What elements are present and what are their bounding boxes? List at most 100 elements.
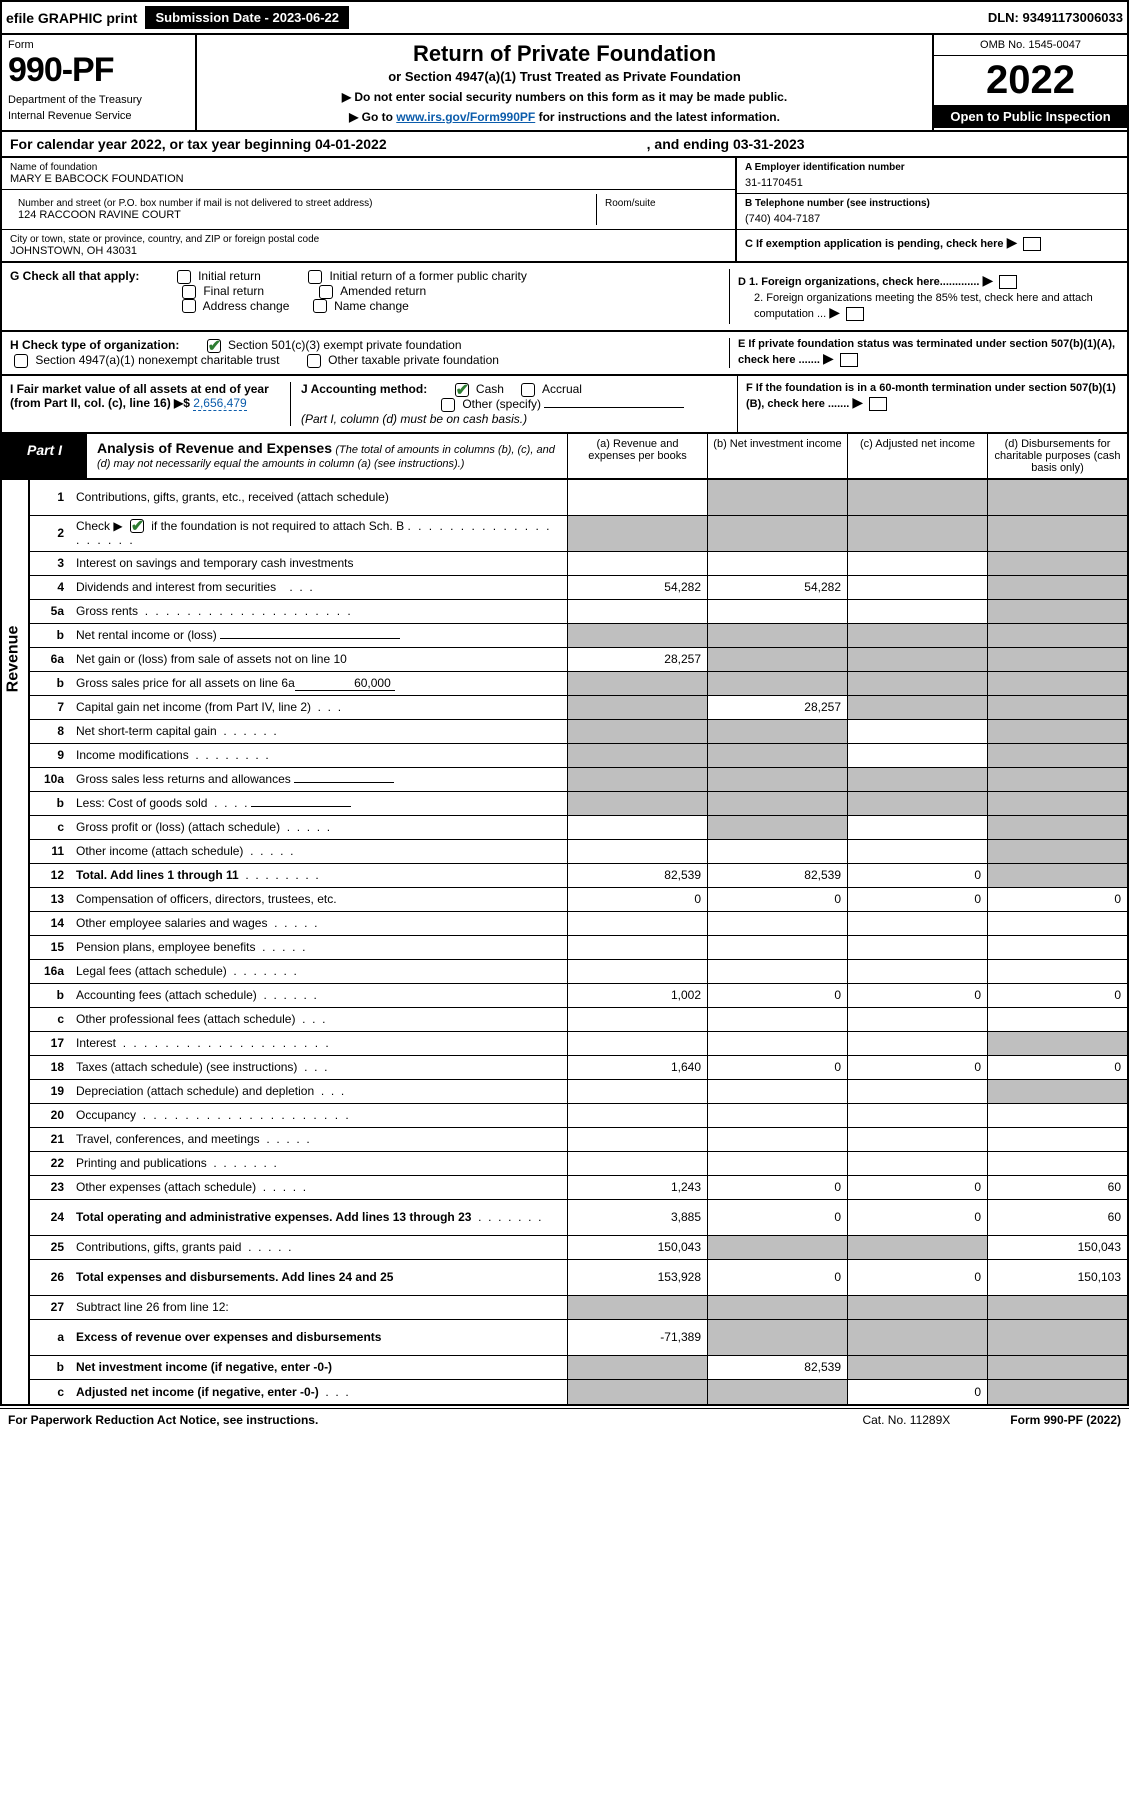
room-label: Room/suite xyxy=(605,198,719,209)
col-a-header: (a) Revenue and expenses per books xyxy=(567,434,707,478)
g-address-change-checkbox[interactable] xyxy=(182,299,196,313)
h-501c3-checkbox[interactable] xyxy=(207,339,221,353)
revenue-side-label: Revenue xyxy=(4,625,22,692)
part1-desc: Analysis of Revenue and Expenses (The to… xyxy=(87,434,567,478)
row-18: 18Taxes (attach schedule) (see instructi… xyxy=(30,1056,1127,1080)
row-6b: bGross sales price for all assets on lin… xyxy=(30,672,1127,696)
ij-left: I Fair market value of all assets at end… xyxy=(2,376,737,432)
row-16b: bAccounting fees (attach schedule) . . .… xyxy=(30,984,1127,1008)
row-9: 9Income modifications . . . . . . . . xyxy=(30,744,1127,768)
name-label: Name of foundation xyxy=(10,162,727,173)
row-16a: 16aLegal fees (attach schedule) . . . . … xyxy=(30,960,1127,984)
instr-2-pre: ▶ Go to xyxy=(349,110,396,124)
j-other-checkbox[interactable] xyxy=(441,398,455,412)
row-23: 23Other expenses (attach schedule) . . .… xyxy=(30,1176,1127,1200)
open-public: Open to Public Inspection xyxy=(934,105,1127,128)
row-27b: bNet investment income (if negative, ent… xyxy=(30,1356,1127,1380)
e-checkbox[interactable] xyxy=(840,353,858,367)
schb-checkbox[interactable] xyxy=(130,519,144,533)
g-initial-return-checkbox[interactable] xyxy=(177,270,191,284)
efile-label[interactable]: efile GRAPHIC print xyxy=(6,10,137,26)
street-address: 124 RACCOON RAVINE COURT xyxy=(18,209,588,221)
header-left: Form 990-PF Department of the Treasury I… xyxy=(2,35,197,130)
addr-label: Number and street (or P.O. box number if… xyxy=(18,198,588,209)
cat-number: Cat. No. 11289X xyxy=(862,1413,950,1427)
j-accrual: Accrual xyxy=(542,382,582,396)
f-checkbox[interactable] xyxy=(869,397,887,411)
irs-link[interactable]: www.irs.gov/Form990PF xyxy=(396,110,535,124)
row-27a: aExcess of revenue over expenses and dis… xyxy=(30,1320,1127,1356)
row-7: 7Capital gain net income (from Part IV, … xyxy=(30,696,1127,720)
calendar-year-row: For calendar year 2022, or tax year begi… xyxy=(0,132,1129,158)
j-cash-checkbox[interactable] xyxy=(455,383,469,397)
h-e-section: H Check type of organization: Section 50… xyxy=(0,332,1129,376)
form-number: 990-PF xyxy=(8,51,189,90)
j-accrual-checkbox[interactable] xyxy=(521,383,535,397)
instr-1: ▶ Do not enter social security numbers o… xyxy=(209,90,920,104)
row-1: 1Contributions, gifts, grants, etc., rec… xyxy=(30,480,1127,516)
ein-cell: A Employer identification number 31-1170… xyxy=(737,158,1127,194)
d-section: D 1. Foreign organizations, check here..… xyxy=(729,269,1119,324)
g-o6: Name change xyxy=(334,299,409,313)
city-value: JOHNSTOWN, OH 43031 xyxy=(10,245,727,257)
ein-value: 31-1170451 xyxy=(745,177,1119,189)
j-note: (Part I, column (d) must be on cash basi… xyxy=(301,412,527,426)
g-final-return-checkbox[interactable] xyxy=(182,285,196,299)
j-label: J Accounting method: xyxy=(301,382,427,396)
g-name-change-checkbox[interactable] xyxy=(313,299,327,313)
d2-checkbox[interactable] xyxy=(846,307,864,321)
ij-f-section: I Fair market value of all assets at end… xyxy=(0,376,1129,434)
form-subtitle: or Section 4947(a)(1) Trust Treated as P… xyxy=(209,69,920,84)
h-label: H Check type of organization: xyxy=(10,338,179,352)
part1-table: Revenue Operating and Administrative Exp… xyxy=(0,480,1129,1406)
row-5b: bNet rental income or (loss) xyxy=(30,624,1127,648)
row-27c: cAdjusted net income (if negative, enter… xyxy=(30,1380,1127,1404)
table-rows: 1Contributions, gifts, grants, etc., rec… xyxy=(30,480,1127,1404)
header-mid: Return of Private Foundation or Section … xyxy=(197,35,932,130)
foundation-name: MARY E BABCOCK FOUNDATION xyxy=(10,173,727,185)
c-checkbox[interactable] xyxy=(1023,237,1041,251)
f-section: F If the foundation is in a 60-month ter… xyxy=(737,376,1127,432)
d1-checkbox[interactable] xyxy=(999,275,1017,289)
row-11: 11Other income (attach schedule) . . . .… xyxy=(30,840,1127,864)
instr-2: ▶ Go to www.irs.gov/Form990PF for instru… xyxy=(209,110,920,124)
row-22: 22Printing and publications . . . . . . … xyxy=(30,1152,1127,1176)
row-5a: 5aGross rents xyxy=(30,600,1127,624)
top-bar: efile GRAPHIC print Submission Date - 20… xyxy=(0,0,1129,35)
row-17: 17Interest xyxy=(30,1032,1127,1056)
row-27: 27Subtract line 26 from line 12: xyxy=(30,1296,1127,1320)
row-3: 3Interest on savings and temporary cash … xyxy=(30,552,1127,576)
g-initial-public-checkbox[interactable] xyxy=(308,270,322,284)
g-o3: Address change xyxy=(203,299,290,313)
row-6a: 6aNet gain or (loss) from sale of assets… xyxy=(30,648,1127,672)
i-value[interactable]: 2,656,479 xyxy=(193,396,246,411)
part1-label: Part I xyxy=(2,434,87,478)
h-o3: Other taxable private foundation xyxy=(328,353,499,367)
c-cell: C If exemption application is pending, c… xyxy=(737,230,1127,255)
row-26: 26Total expenses and disbursements. Add … xyxy=(30,1260,1127,1296)
form-title: Return of Private Foundation xyxy=(209,41,920,67)
h-section: H Check type of organization: Section 50… xyxy=(10,338,729,368)
cal-year-start: For calendar year 2022, or tax year begi… xyxy=(10,136,387,152)
header-right: OMB No. 1545-0047 2022 Open to Public In… xyxy=(932,35,1127,130)
form-word: Form xyxy=(8,39,189,51)
col-b-header: (b) Net investment income xyxy=(707,434,847,478)
h-o1: Section 501(c)(3) exempt private foundat… xyxy=(228,338,461,352)
tel-value: (740) 404-7187 xyxy=(745,213,1119,225)
meta-section: Name of foundation MARY E BABCOCK FOUNDA… xyxy=(0,158,1129,263)
cal-year-end: , and ending 03-31-2023 xyxy=(647,136,805,152)
h-other-taxable-checkbox[interactable] xyxy=(307,354,321,368)
meta-left: Name of foundation MARY E BABCOCK FOUNDA… xyxy=(2,158,737,261)
side-labels: Revenue Operating and Administrative Exp… xyxy=(2,480,30,1404)
row-14: 14Other employee salaries and wages . . … xyxy=(30,912,1127,936)
g-amended-checkbox[interactable] xyxy=(319,285,333,299)
omb-number: OMB No. 1545-0047 xyxy=(934,35,1127,56)
e-label: E If private foundation status was termi… xyxy=(738,338,1115,366)
h-4947-checkbox[interactable] xyxy=(14,354,28,368)
part1-header: Part I Analysis of Revenue and Expenses … xyxy=(0,434,1129,480)
row-10c: cGross profit or (loss) (attach schedule… xyxy=(30,816,1127,840)
tax-year: 2022 xyxy=(934,56,1127,105)
instr-2-post: for instructions and the latest informat… xyxy=(535,110,780,124)
page-footer: For Paperwork Reduction Act Notice, see … xyxy=(0,1408,1129,1431)
j-other: Other (specify) xyxy=(462,397,541,411)
